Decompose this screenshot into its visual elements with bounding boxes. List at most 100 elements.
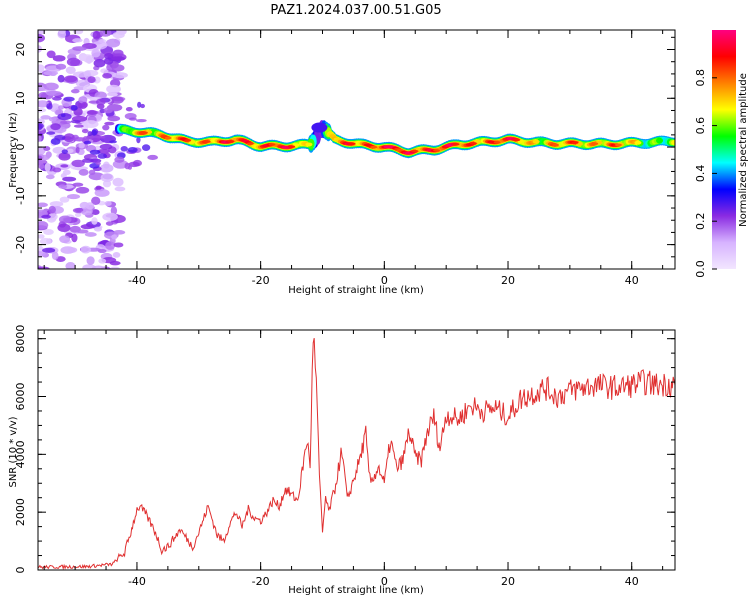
heat-cell [55, 109, 64, 115]
heat-cell [671, 140, 675, 145]
heat-cell [81, 128, 89, 134]
heat-cell [469, 142, 477, 145]
heat-cell [38, 64, 45, 72]
heat-cell [74, 212, 82, 218]
heat-cell [66, 148, 74, 154]
heat-cell [93, 226, 103, 232]
spectrogram-x-tick-label: 0 [381, 274, 388, 287]
heat-cell [65, 262, 76, 269]
heat-cell [38, 30, 46, 35]
heat-cell [50, 123, 61, 131]
snr-y-tick-label: 6000 [14, 383, 27, 411]
heat-cell [86, 256, 95, 266]
heat-cell [41, 214, 51, 219]
snr-panel: -40 -20 0 20 40 0 2000 4000 6000 8000 Height of s… [8, 325, 676, 596]
heat-cell [48, 212, 58, 221]
heat-cell [57, 74, 65, 83]
heat-cell [109, 261, 121, 266]
heat-cell [100, 173, 114, 183]
heat-cell [81, 101, 88, 108]
colorbar: 0.0 0.2 0.4 0.6 0.8 Normalized spectral ampl… [694, 30, 749, 278]
heat-cell [38, 202, 48, 208]
heat-cell [103, 107, 113, 114]
heat-cell [112, 31, 125, 39]
heat-cell [62, 176, 77, 182]
heat-cell [91, 217, 98, 225]
heat-cell [46, 131, 56, 135]
colorbar-gradient [712, 30, 736, 269]
heat-cell [45, 90, 62, 97]
heat-cell [44, 162, 51, 172]
heat-cell [120, 146, 128, 152]
heat-cell [137, 101, 142, 108]
heat-cell [38, 155, 43, 161]
heat-cell [38, 251, 46, 257]
heat-cell [348, 142, 356, 146]
heat-cell [97, 248, 107, 254]
heat-cell [311, 122, 328, 133]
heat-cell [95, 185, 102, 190]
heat-cell [246, 142, 254, 145]
heat-cell [48, 205, 56, 214]
heat-cell [104, 200, 112, 206]
colorbar-tick-label: 0.4 [694, 165, 707, 183]
spectrogram-x-axis-label: Height of straight line (km) [288, 285, 424, 296]
heat-cell [76, 229, 89, 234]
heat-cell [52, 96, 62, 101]
heat-cell [102, 212, 118, 222]
heat-cell [433, 149, 441, 152]
snr-x-tick-label: -40 [128, 575, 146, 588]
heat-cell [84, 232, 97, 237]
heat-cell [184, 139, 192, 142]
heat-cell [370, 145, 378, 149]
heat-cell [411, 149, 419, 153]
heat-cell [65, 66, 76, 74]
heat-cell [634, 140, 642, 145]
heat-cell [95, 161, 101, 166]
heat-cell [54, 134, 66, 141]
heat-cell [99, 163, 114, 173]
heat-cell [102, 180, 112, 188]
colorbar-tick-label: 0.8 [694, 69, 707, 87]
heat-cell [114, 186, 126, 192]
heat-cell [86, 110, 98, 115]
spectrogram-frame [37, 29, 676, 270]
heat-cell [83, 140, 92, 145]
colorbar-tick-label: 0.6 [694, 117, 707, 135]
heat-cell [38, 220, 49, 230]
heat-cell [92, 30, 101, 40]
heat-cell [38, 245, 44, 253]
heat-cell [656, 137, 664, 144]
heat-cell [70, 88, 80, 94]
snr-x-tick-label: -20 [252, 575, 270, 588]
heat-cell [74, 207, 84, 213]
heat-cell [141, 144, 151, 151]
heat-cell [113, 242, 124, 248]
heat-cell [140, 103, 145, 109]
heat-cell [70, 119, 81, 124]
heat-cell [227, 140, 235, 143]
heat-cell [46, 103, 53, 110]
heat-cell [95, 98, 106, 106]
heat-cell [38, 33, 45, 43]
heat-cell [135, 118, 147, 123]
spectrogram-y-tick-label: 0 [14, 144, 27, 151]
heat-cell [38, 107, 47, 113]
heat-cell [38, 234, 45, 239]
heat-cell [45, 174, 55, 180]
heat-cell [91, 48, 101, 58]
heat-cell [136, 136, 141, 144]
heat-cell [147, 154, 159, 160]
heat-cell [52, 167, 62, 173]
heat-cell [552, 143, 560, 147]
chart-title: PAZ1.2024.037.00.51.G05 [270, 3, 441, 18]
heat-cell [105, 38, 121, 48]
heat-cell [60, 113, 66, 118]
heat-cell [43, 70, 59, 76]
snr-frame [37, 329, 676, 571]
snr-y-tick-label: 2000 [14, 498, 27, 526]
heat-cell [203, 140, 211, 143]
snr-plot-area [38, 330, 675, 570]
heat-cell [452, 142, 460, 146]
